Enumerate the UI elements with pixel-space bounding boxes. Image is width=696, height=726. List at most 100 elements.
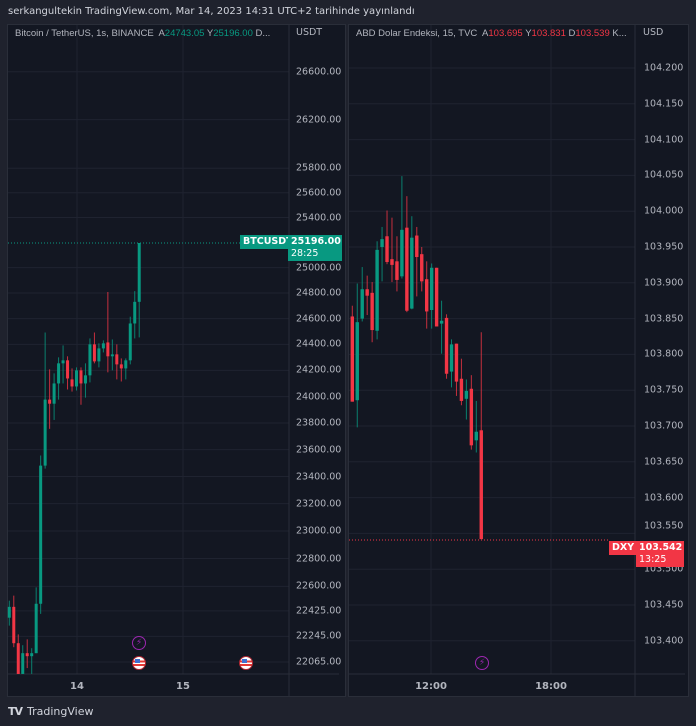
us-flag-icon[interactable] (132, 656, 146, 670)
candle-body (355, 322, 359, 401)
dxy-last-price-tag: 103.542 13:25 (636, 541, 684, 567)
candle-body (370, 292, 374, 331)
candle-body (449, 344, 454, 372)
candle-body (115, 354, 119, 365)
price-tick: 22425.00 (296, 605, 342, 617)
dxy-time-tick: 12:00 (415, 681, 447, 692)
dxy-legend: ABD Dolar Endeksi, 15, TVC A103.695 Y103… (356, 28, 632, 40)
dxy-time-tick: 18:00 (535, 681, 567, 692)
lightning-icon[interactable]: ⚡ (132, 636, 146, 650)
candle-body (385, 236, 389, 263)
btc-d-label: D... (255, 28, 271, 39)
btc-countdown: 28:25 (291, 248, 319, 259)
dxy-y-label: Y (525, 28, 532, 39)
candle-body (137, 243, 141, 302)
price-tick: 26200.00 (296, 114, 342, 126)
dxy-d-value: 103.539 (575, 28, 610, 39)
candle-body (16, 643, 20, 674)
candle-body (420, 254, 424, 282)
candle-body (469, 388, 474, 446)
price-tick: 26600.00 (296, 66, 342, 78)
candle-body (43, 399, 47, 466)
btc-y-value: 25196.00 (213, 28, 253, 39)
price-tick: 103.750 (644, 384, 684, 396)
price-tick: 24400.00 (296, 338, 342, 350)
candle-body (459, 378, 464, 401)
candle-body (395, 261, 399, 280)
btc-legend: Bitcoin / TetherUS, 1s, BINANCE A24743.0… (15, 28, 287, 40)
price-tick: 103.900 (644, 277, 684, 289)
price-tick: 103.700 (644, 420, 684, 432)
dxy-currency: USD (643, 27, 664, 38)
price-tick: 103.500 (644, 563, 684, 575)
candle-body (61, 360, 65, 364)
price-tick: 23400.00 (296, 471, 342, 483)
price-tick: 103.650 (644, 456, 684, 468)
candle-body (124, 360, 128, 369)
price-tick: 103.550 (644, 520, 684, 532)
price-tick: 104.200 (644, 62, 684, 74)
candle-body (434, 267, 439, 327)
candle-body (57, 363, 61, 384)
price-tick: 23800.00 (296, 417, 342, 429)
candle-body (75, 370, 78, 387)
btc-last-price: 25196.00 (291, 236, 341, 247)
price-tick: 25600.00 (296, 187, 342, 199)
candle-body (375, 249, 379, 331)
candle-body (66, 360, 70, 379)
candle-body (97, 348, 101, 362)
dxy-a-label: A (482, 28, 489, 39)
candle-body (52, 383, 56, 404)
candle-body (390, 259, 394, 265)
dxy-chart-pane[interactable] (348, 24, 689, 697)
dxy-a-value: 103.695 (488, 28, 523, 39)
price-tick: 104.000 (644, 205, 684, 217)
tradingview-logo-icon: TV (8, 705, 23, 718)
price-tick: 104.150 (644, 98, 684, 110)
candle-body (7, 606, 11, 618)
candle-body (410, 237, 414, 309)
btc-symbol-tag: BTCUSDT (240, 235, 293, 249)
price-tick: 103.600 (644, 492, 684, 504)
candle-body (25, 653, 29, 657)
candle-body (39, 465, 43, 604)
candle-body (464, 390, 469, 399)
price-tick: 25400.00 (296, 212, 342, 224)
dxy-symbol-tag: DXY (609, 541, 636, 555)
candle-body (350, 316, 354, 402)
candle-body (30, 653, 34, 657)
candle-body (425, 279, 429, 312)
price-tick: 23600.00 (296, 444, 342, 456)
price-tick: 22600.00 (296, 580, 342, 592)
btc-last-price-tag: 25196.00 28:25 (288, 235, 342, 261)
btc-time-tick: 15 (176, 681, 190, 692)
candle-body (106, 342, 110, 357)
price-tick: 24200.00 (296, 364, 342, 376)
btc-currency: USDT (296, 27, 323, 38)
candle-body (454, 343, 459, 382)
candle-body (70, 379, 74, 387)
price-tick: 103.850 (644, 313, 684, 325)
candle-body (119, 364, 123, 369)
btc-a-label: A (158, 28, 165, 39)
footer: TV TradingView (8, 705, 94, 718)
btc-a-value: 24743.05 (164, 28, 205, 39)
lightning-icon[interactable]: ⚡ (475, 656, 489, 670)
btc-y-label: Y (206, 28, 214, 39)
dxy-k-label: K... (612, 28, 627, 39)
candle-body (444, 317, 449, 374)
price-tick: 25000.00 (296, 262, 342, 274)
candle-body (12, 606, 16, 644)
candle-body (365, 289, 369, 296)
candle-body (479, 430, 483, 540)
us-flag-icon[interactable] (239, 656, 253, 670)
price-tick: 23000.00 (296, 525, 342, 537)
footer-brand[interactable]: TradingView (27, 705, 94, 718)
candle-body (439, 320, 444, 324)
candle-body (48, 399, 52, 404)
price-tick: 103.950 (644, 241, 684, 253)
price-tick: 24600.00 (296, 313, 342, 325)
candle-body (34, 603, 38, 654)
price-tick: 24000.00 (296, 391, 342, 403)
